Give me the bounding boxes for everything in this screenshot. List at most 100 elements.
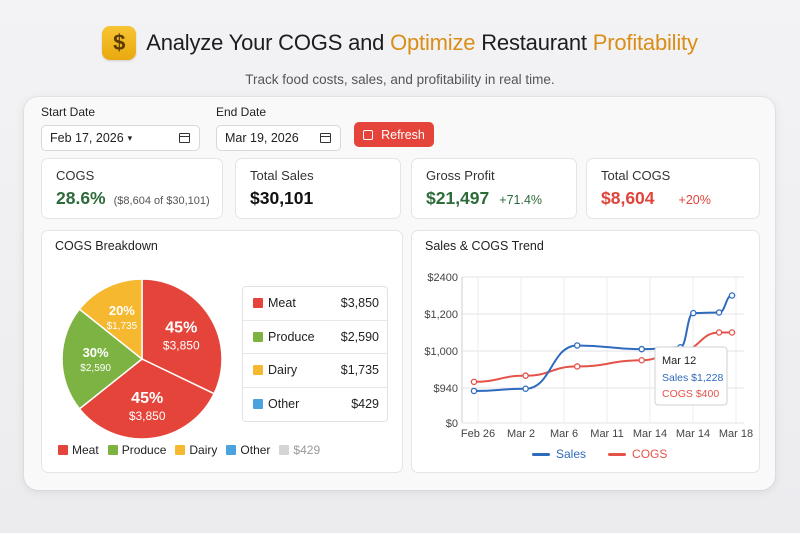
data-point[interactable] (715, 329, 723, 336)
data-point[interactable] (728, 329, 736, 336)
page-subtitle: Track food costs, sales, and profitabili… (245, 72, 555, 87)
breakdown-table: Meat $3,850 Produce $2,590 Dairy $1,735 Other $… (242, 286, 388, 422)
x-tick-label: Feb 26 (461, 428, 495, 440)
y-tick-label: $940 (434, 383, 458, 395)
pie-slice[interactable] (78, 358, 216, 440)
pie-slice[interactable] (78, 278, 143, 361)
legend-label: $429 (293, 443, 321, 457)
stat-delta: +20% (678, 193, 711, 207)
data-point[interactable] (573, 363, 581, 370)
refresh-button[interactable]: Refresh (354, 122, 434, 147)
pie-value-label: $2,590 (80, 363, 111, 374)
tooltip-sales: Sales $1,228 (662, 372, 723, 384)
end-date-group: End Date Mar 19, 2026 (216, 105, 341, 151)
legend-item[interactable]: Produce (107, 443, 167, 457)
pie-value-label: $3,850 (129, 409, 166, 423)
data-point[interactable] (470, 387, 478, 395)
data-point[interactable] (728, 292, 736, 299)
breakdown-legend: Meat Produce Dairy Other $429 (58, 443, 329, 457)
data-point[interactable] (522, 385, 529, 392)
end-date-input[interactable]: Mar 19, 2026 (216, 125, 341, 151)
pie-value-label: $1,735 (107, 321, 138, 332)
pie-value-label: $3,850 (163, 338, 200, 352)
swatch (175, 445, 186, 455)
breakdown-name: Dairy (268, 363, 298, 378)
trend-legend: Sales COGS (532, 447, 667, 461)
swatch (253, 365, 263, 376)
x-tick-label: Mar 2 (507, 428, 535, 440)
stat-label: Total COGS (601, 168, 671, 183)
trend-panel: Sales & COGS Trend $0 $940 $1,000 $1,200 $24… (411, 230, 760, 473)
stat-label: COGS (56, 168, 95, 183)
chart-tooltip: Mar 12 Sales $1,228 COGS $400 (654, 346, 728, 406)
legend-item[interactable]: COGS (608, 447, 667, 461)
dollar-icon: $ (102, 26, 137, 60)
legend-item[interactable]: Other (226, 443, 270, 457)
x-tick-label: Mar 11 (590, 428, 623, 440)
y-tick-label: $2400 (427, 272, 458, 284)
breakdown-value: $429 (351, 397, 379, 412)
legend-item[interactable]: Dairy (175, 443, 217, 457)
data-point[interactable] (573, 342, 581, 349)
pie-percent-label: 45% (165, 319, 197, 336)
legend-item[interactable]: Meat (58, 443, 99, 457)
panel-title: COGS Breakdown (55, 239, 158, 253)
tooltip-cogs: COGS $400 (662, 388, 719, 400)
swatch (253, 331, 263, 342)
pie-percent-label: 20% (109, 303, 135, 318)
panel-title: Sales & COGS Trend (425, 239, 544, 253)
stat-label: Total Sales (250, 168, 314, 183)
calendar-icon[interactable] (320, 133, 331, 143)
stat-value: $8,604 (601, 188, 655, 208)
data-point[interactable] (715, 309, 723, 316)
legend-item[interactable]: Sales (532, 447, 586, 461)
caret-down-icon: ▾ (127, 132, 133, 143)
stat-detail: ($8,604 of $30,101) (113, 195, 210, 207)
swatch (253, 298, 263, 309)
legend-item[interactable]: $429 (279, 443, 320, 457)
data-point[interactable] (638, 357, 645, 364)
start-date-input[interactable]: Feb 17, 2026 ▾ (41, 125, 200, 151)
stat-value: $30,101 (250, 188, 314, 208)
x-tick-label: Mar 14 (633, 428, 667, 440)
refresh-icon (363, 129, 374, 140)
breakdown-value: $1,735 (340, 363, 379, 378)
legend-label: Meat (72, 443, 99, 457)
x-tick-label: Mar 6 (550, 428, 578, 440)
pie-slice[interactable] (141, 278, 223, 395)
line-chart: $0 $940 $1,000 $1,200 $2400 Feb 26 Mar 2 Mar 6 M… (424, 272, 753, 440)
x-tick-label: Mar 18 (719, 428, 753, 440)
legend-label: COGS (632, 447, 668, 461)
pie-slice[interactable] (61, 308, 144, 410)
legend-label: Produce (121, 443, 167, 457)
pie-percent-label: 45% (131, 390, 163, 407)
end-date-value: Mar 19, 2026 (225, 131, 299, 145)
data-point[interactable] (690, 309, 697, 317)
data-point[interactable] (470, 378, 478, 386)
stat-total-cogs: Total COGS $8,604 +20% (586, 158, 760, 219)
breakdown-value: $2,590 (340, 329, 379, 344)
swatch (226, 445, 237, 455)
breakdown-value: $3,850 (340, 296, 379, 311)
end-date-label: End Date (216, 105, 267, 119)
legend-label: Sales (556, 447, 587, 461)
breakdown-name: Other (268, 397, 300, 412)
calendar-icon[interactable] (179, 133, 190, 143)
start-date-value: Feb 17, 2026 (50, 131, 124, 145)
dashboard-card: Start Date Feb 17, 2026 ▾ End Date Mar 19… (24, 97, 775, 490)
legend-label: Other (240, 443, 271, 457)
page-title: Analyze Your COGS and Optimize Restauran… (146, 30, 698, 55)
data-point[interactable] (638, 345, 645, 353)
stat-cogs: COGS 28.6% ($8,604 of $30,101) (41, 158, 223, 219)
swatch (253, 399, 263, 410)
start-date-label: Start Date (41, 105, 96, 119)
stat-gross-profit: Gross Profit $21,497 +71.4% (411, 158, 577, 219)
stat-value: $21,497 (426, 188, 490, 208)
tooltip-date: Mar 12 (662, 355, 696, 367)
legend-line (532, 452, 550, 456)
breakdown-name: Produce (268, 329, 315, 344)
y-tick-label: $1,000 (424, 346, 458, 358)
pie-percent-label: 30% (83, 345, 109, 360)
data-point[interactable] (522, 372, 529, 379)
legend-line (608, 452, 627, 456)
